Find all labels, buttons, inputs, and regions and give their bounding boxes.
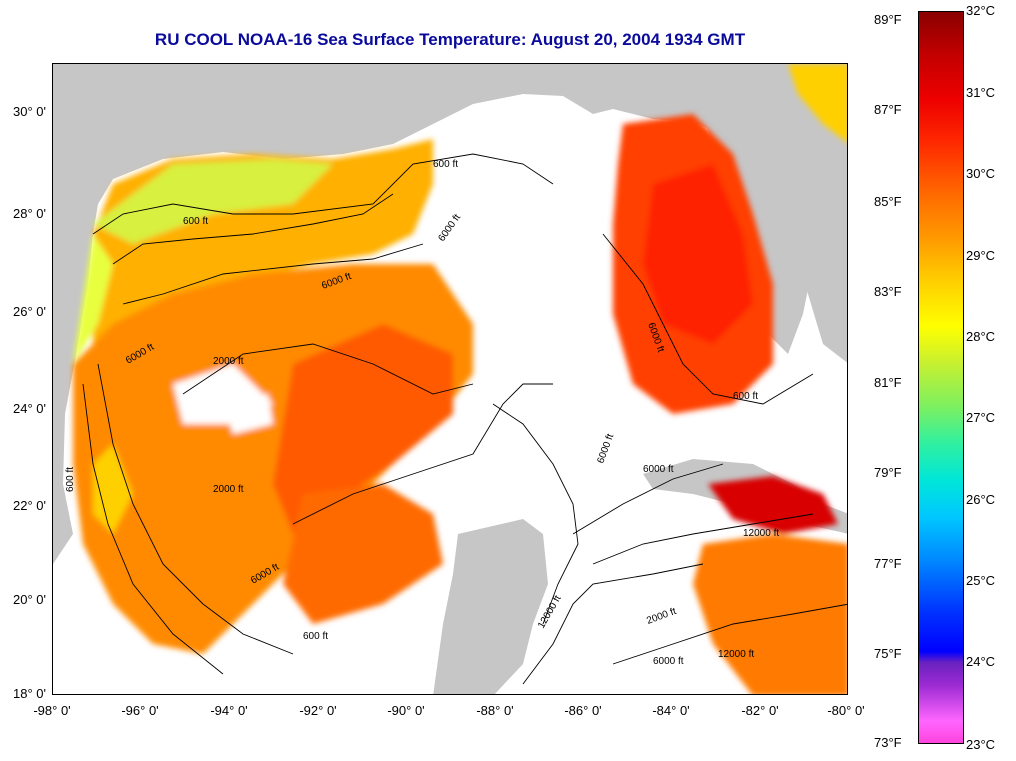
contour-label-600ft-florida: 600 ft xyxy=(733,391,758,402)
colorbar-f-79: 79°F xyxy=(874,465,902,480)
contour-label-2000ft-west: 2000 ft xyxy=(213,356,244,367)
lat-label-18: 18° 0' xyxy=(13,686,46,701)
lat-label-22: 22° 0' xyxy=(13,498,46,513)
colorbar-c-31: 31°C xyxy=(966,85,996,100)
map-area[interactable]: 600 ft 600 ft 6000 ft 6000 ft 2000 ft 60… xyxy=(52,63,848,695)
lon-label-82: -82° 0' xyxy=(741,703,779,718)
contour-label-2000ft-sw: 2000 ft xyxy=(213,484,244,495)
lon-label-94: -94° 0' xyxy=(210,703,248,718)
lat-label-20: 20° 0' xyxy=(13,592,46,607)
colorbar-c-25: 25°C xyxy=(966,573,996,588)
lon-label-88: -88° 0' xyxy=(476,703,514,718)
colorbar-f-83: 83°F xyxy=(874,284,902,299)
lon-label-92: -92° 0' xyxy=(299,703,337,718)
lon-label-90: -90° 0' xyxy=(387,703,425,718)
colorbar-c-28: 28°C xyxy=(966,329,996,344)
lat-label-24: 24° 0' xyxy=(13,401,46,416)
colorbar-c-24: 24°C xyxy=(966,654,996,669)
lat-label-26: 26° 0' xyxy=(13,304,46,319)
contour-label-12000ft-caribbean: 12000 ft xyxy=(718,649,754,660)
lon-label-86: -86° 0' xyxy=(564,703,602,718)
lon-label-84: -84° 0' xyxy=(652,703,690,718)
colorbar-c-30: 30°C xyxy=(966,166,996,181)
lon-label-80: -80° 0' xyxy=(827,703,865,718)
colorbar-f-87: 87°F xyxy=(874,102,902,117)
map-title: RU COOL NOAA-16 Sea Surface Temperature:… xyxy=(154,30,746,49)
colorbar-f-89: 89°F xyxy=(874,12,902,27)
colorbar-f-81: 81°F xyxy=(874,375,902,390)
contour-label-6000ft-caribbean: 6000 ft xyxy=(653,656,684,667)
contour-label-600ft-west: 600 ft xyxy=(65,467,76,492)
contour-label-600ft-south: 600 ft xyxy=(303,631,328,642)
sst-field xyxy=(73,64,847,694)
colorbar-c-23: 23°C xyxy=(966,737,996,752)
colorbar-c-32: 32°C xyxy=(966,3,996,18)
colorbar-f-85: 85°F xyxy=(874,194,902,209)
colorbar-c-29: 29°C xyxy=(966,248,996,263)
lon-label-96: -96° 0' xyxy=(121,703,159,718)
colorbar-f-77: 77°F xyxy=(874,556,902,571)
bathymetry-contours xyxy=(82,153,847,685)
contour-label-600ft-nw: 600 ft xyxy=(183,216,208,227)
contour-label-12000ft-cuba: 12000 ft xyxy=(743,528,779,539)
florida-land xyxy=(693,64,847,354)
sst-map-graphic: 600 ft 600 ft 6000 ft 6000 ft 2000 ft 60… xyxy=(53,64,847,694)
contour-label-600ft-north: 600 ft xyxy=(433,159,458,170)
lon-label-98: -98° 0' xyxy=(33,703,71,718)
lat-label-28: 28° 0' xyxy=(13,206,46,221)
colorbar-f-75: 75°F xyxy=(874,646,902,661)
colorbar-c-26: 26°C xyxy=(966,492,996,507)
colorbar-f-73: 73°F xyxy=(874,735,902,750)
lat-label-30: 30° 0' xyxy=(13,104,46,119)
contour-label-6000ft-cuba: 6000 ft xyxy=(643,464,674,475)
colorbar-c-27: 27°C xyxy=(966,410,996,425)
yucatan-land xyxy=(433,519,548,694)
temperature-colorbar xyxy=(918,11,964,744)
